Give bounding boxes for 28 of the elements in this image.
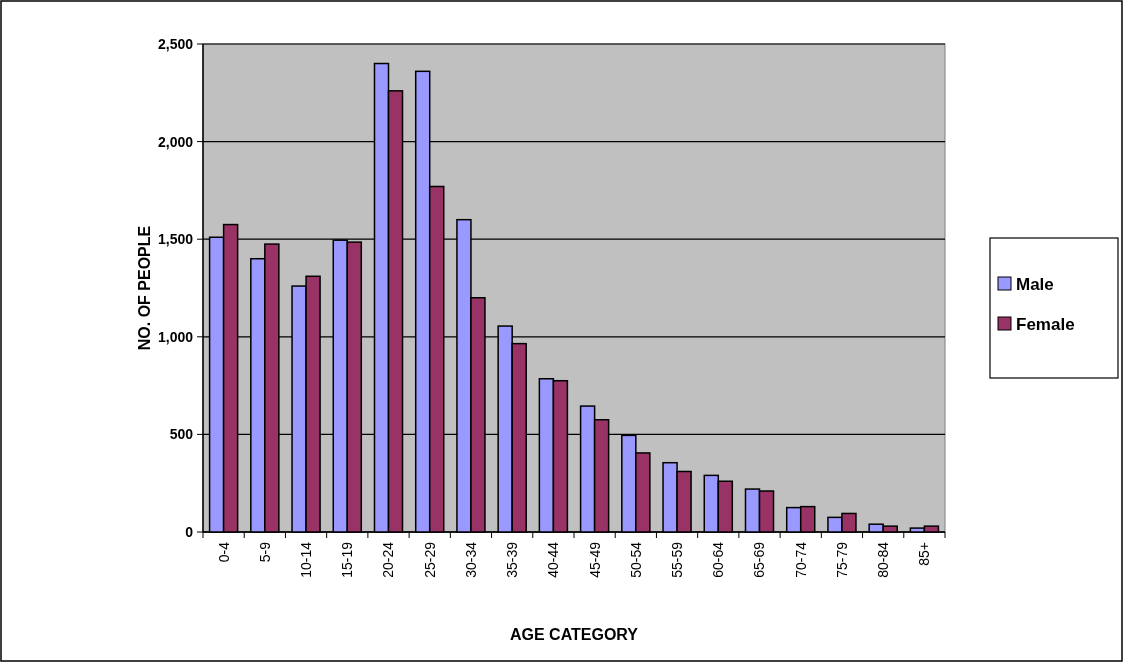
y-axis-title: NO. OF PEOPLE [136,225,153,351]
y-tick-label: 500 [169,426,194,443]
legend-label: Female [1016,314,1075,334]
x-tick-label: 55-59 [668,541,685,578]
x-tick-label: 35-39 [504,541,521,578]
x-tick-label: 0-4 [215,541,232,563]
x-tick-label: 20-24 [380,541,397,578]
x-tick-label: 85+ [916,542,933,566]
x-tick-label: 80-84 [875,541,892,578]
x-axis-title: AGE CATEGORY [509,626,639,643]
x-tick-label: 65-69 [751,541,768,578]
x-tick-label: 40-44 [545,541,562,578]
x-tick-label: 60-64 [710,541,727,578]
x-tick-label: 10-14 [297,541,314,578]
x-tick-label: 75-79 [833,541,850,578]
y-tick-label: 0 [185,523,194,540]
legend-label: Male [1016,274,1054,294]
x-tick-label: 45-49 [586,541,603,578]
y-tick-label: 2,500 [157,35,194,52]
x-tick-label: 5-9 [256,541,273,563]
y-tick-label: 1,500 [157,231,194,248]
x-tick-label: 30-34 [462,541,479,578]
x-tick-label: 50-54 [627,541,644,578]
x-tick-label: 25-29 [421,541,438,578]
x-tick-label: 15-19 [339,541,356,578]
y-tick-label: 2,000 [157,133,194,150]
y-tick-label: 1,000 [157,328,194,345]
x-tick-label: 70-74 [792,541,809,578]
